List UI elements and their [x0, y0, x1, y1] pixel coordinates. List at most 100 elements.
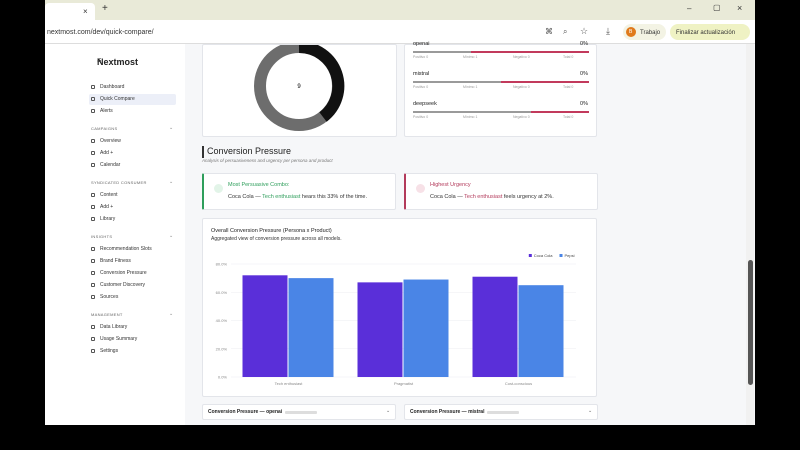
menu-icon[interactable]: ☰ — [97, 58, 102, 64]
insight-title: Most Persuasive Combo: — [228, 182, 290, 188]
nav-label: Sources — [100, 294, 119, 300]
panel-title: Conversion Pressure — openai — [208, 409, 283, 415]
model-stat: Mínimo 1 — [463, 115, 478, 119]
insight-card: Most Persuasive Combo: Coca Cola — Tech e… — [202, 173, 396, 210]
nav-item[interactable]: Library — [89, 214, 176, 225]
nav-item[interactable]: Sources — [89, 292, 176, 303]
nav-item[interactable]: Dashboard — [89, 82, 176, 93]
nav-label: Content — [100, 192, 118, 198]
panel-select — [285, 411, 317, 414]
tab-bar: × + – ▢ × — [45, 0, 755, 20]
chart-card: Overall Conversion Pressure (Persona x P… — [202, 218, 597, 397]
nav-item[interactable]: Brand Fitness — [89, 256, 176, 267]
insight-text: Coca Cola — Tech enthusiast hears this 3… — [228, 194, 367, 201]
nav-icon — [91, 271, 95, 275]
nav-label: Add + — [100, 204, 114, 210]
insight-persona: Tech enthusiast — [464, 194, 503, 200]
insight-icon — [214, 184, 223, 193]
insight-text: Coca Cola — Tech enthusiast feels urgenc… — [430, 194, 554, 201]
section-subtitle: Analysis of persuasiveness and urgency p… — [202, 158, 333, 163]
maximize[interactable]: ▢ — [713, 3, 721, 12]
nav-label: Add + — [100, 150, 114, 156]
nav-item[interactable]: Data Library — [89, 322, 176, 333]
nav-icon — [91, 85, 95, 89]
nav-icon — [91, 349, 95, 353]
bar — [288, 278, 334, 377]
nav-icon — [91, 325, 95, 329]
bar — [242, 275, 288, 377]
download-icon[interactable]: ⤓ — [606, 26, 610, 36]
model-name: openai — [413, 41, 430, 47]
nav-item[interactable]: Usage Summary — [89, 334, 176, 345]
scrollbar-thumb[interactable] — [747, 260, 753, 385]
nav-item[interactable]: Settings — [89, 346, 176, 357]
panel-title: Conversion Pressure — mistral — [410, 409, 485, 415]
nav-label: Recommendation Slots — [100, 246, 152, 252]
nav-icon — [91, 247, 95, 251]
nav-label: Brand Fitness — [100, 258, 131, 264]
collapsed-panel[interactable]: Conversion Pressure — openai ⌄ — [202, 404, 396, 420]
nav-section-title: MANAGEMENT — [91, 312, 123, 317]
nav-item[interactable]: Add + — [89, 202, 176, 213]
panel-caret: ⌄ — [588, 408, 593, 414]
bookmark-icon[interactable]: ☆ — [580, 26, 589, 36]
model-stat: Total 0 — [563, 55, 574, 59]
close-window[interactable]: × — [737, 3, 743, 13]
nav-icon — [91, 259, 95, 263]
minimize[interactable]: – — [687, 4, 692, 13]
bar — [403, 279, 449, 377]
donut-card: 9 — [202, 44, 397, 137]
profile-name: Trabajo — [640, 29, 661, 36]
nav-item[interactable]: Content — [89, 190, 176, 201]
legend-swatch — [528, 254, 532, 257]
model-percent: 0% — [580, 41, 588, 47]
update-button[interactable]: Finalizar actualización — [670, 24, 750, 40]
collapsed-panel[interactable]: Conversion Pressure — mistral ⌄ — [404, 404, 598, 420]
avatar: B — [626, 27, 636, 37]
donut-arc — [298, 45, 345, 122]
address-bar: nextmost.com/dev/quick-compare/ ⌘ ⌕ ☆ ⤓ … — [45, 20, 755, 44]
nav-label: Overview — [100, 138, 121, 144]
nav-item[interactable]: Customer Discovery — [89, 280, 176, 291]
nav-label: Conversion Pressure — [100, 270, 147, 276]
nav-item[interactable]: Recommendation Slots — [89, 244, 176, 255]
profile-chip[interactable]: B Trabajo — [623, 24, 666, 40]
browser-window: × + – ▢ × nextmost.com/dev/quick-compare… — [45, 0, 755, 425]
nav-item[interactable]: Calendar — [89, 160, 176, 171]
insight-card: Highest Urgency Coca Cola — Tech enthusia… — [404, 173, 598, 210]
zoom-icon[interactable]: ⌕ — [563, 27, 568, 36]
nav-icon — [91, 205, 95, 209]
model-stat: Negativo 0 — [513, 115, 530, 119]
model-stat: Negativo 0 — [513, 55, 530, 59]
nav-item[interactable]: Conversion Pressure — [89, 268, 176, 279]
y-tick-label: 80.0% — [216, 262, 228, 267]
y-tick-label: 40.0% — [216, 318, 228, 323]
model-bar-accent — [471, 51, 589, 53]
x-tick-label: Tech enthusiast — [275, 381, 304, 386]
new-tab[interactable]: + — [102, 3, 108, 14]
nav-item[interactable]: Quick Compare — [89, 94, 176, 105]
nav-icon — [91, 109, 95, 113]
nav-icon — [91, 337, 95, 341]
nav-icon — [91, 193, 95, 197]
legend-label: Coca Cola — [534, 253, 553, 258]
nav-item[interactable]: Overview — [89, 136, 176, 147]
nav-icon — [91, 151, 95, 155]
chart: Overall Conversion Pressure (Persona x P… — [211, 228, 576, 386]
url[interactable]: nextmost.com/dev/quick-compare/ — [47, 29, 154, 36]
model-bar-track — [413, 111, 589, 113]
y-tick-label: 20.0% — [216, 346, 228, 351]
panel-caret: ⌄ — [386, 408, 391, 414]
translate-icon[interactable]: ⌘ — [545, 27, 553, 36]
sidebar: ☰ Nextmost Dashboard Quick Compare Alerts C… — [45, 44, 185, 425]
nav-label: Dashboard — [100, 84, 125, 90]
nav-label: Customer Discovery — [100, 282, 146, 288]
close-tab[interactable]: × — [83, 7, 88, 16]
nav-item[interactable]: Add + — [89, 148, 176, 159]
update-label: Finalizar actualización — [676, 29, 736, 36]
model-percent: 0% — [580, 71, 588, 77]
tab[interactable]: × — [45, 3, 95, 20]
nav-item[interactable]: Alerts — [89, 106, 176, 117]
nav-label: Settings — [100, 348, 119, 354]
donut-center: 9 — [297, 84, 301, 90]
